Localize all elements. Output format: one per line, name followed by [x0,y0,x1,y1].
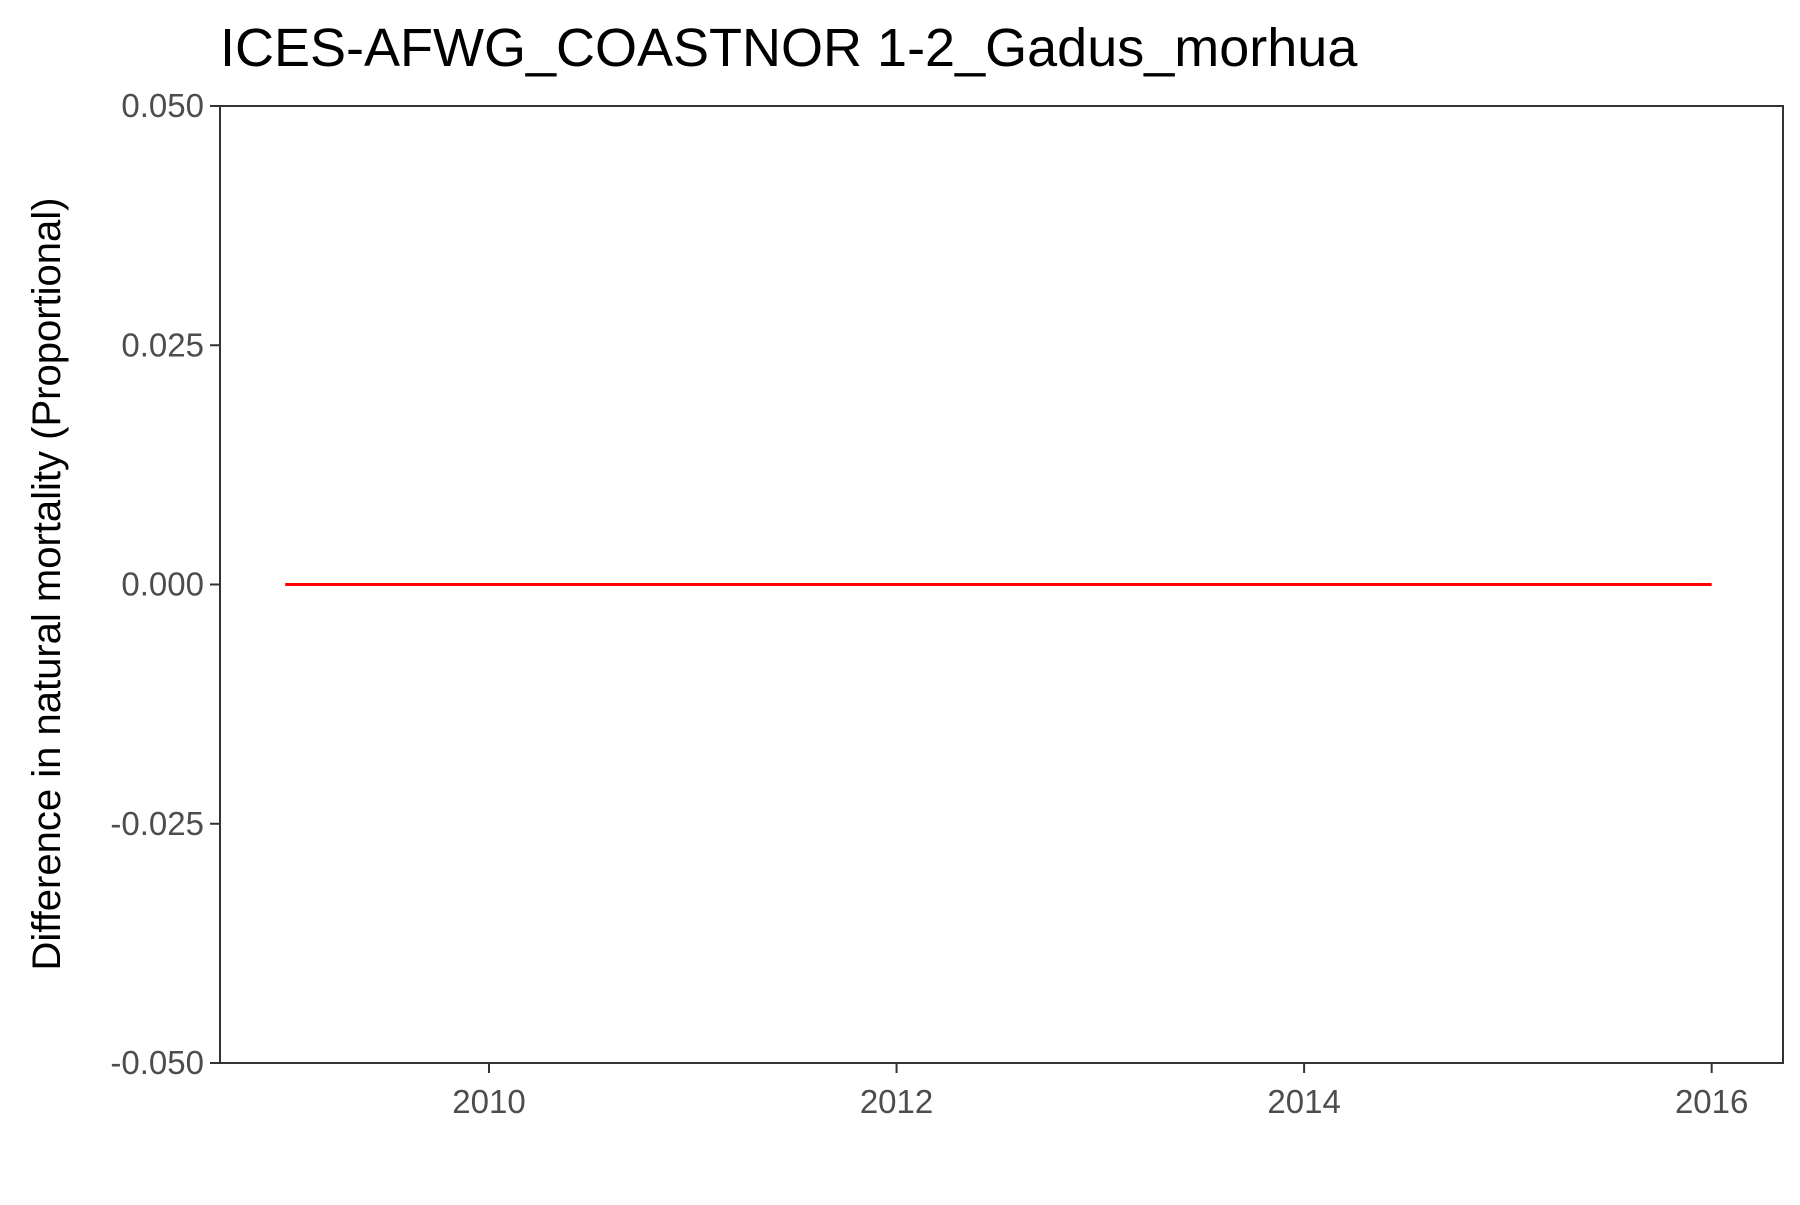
x-tick-label: 2012 [860,1083,933,1120]
y-tick-label: -0.050 [110,1044,204,1081]
y-tick-label: 0.000 [121,566,204,603]
x-axis-ticks: 2010 2012 2014 2016 [452,1063,1748,1120]
chart-title: ICES-AFWG_COASTNOR 1-2_Gadus_morhua [220,18,1358,78]
y-axis-ticks: -0.050 -0.025 0.000 0.025 0.050 [110,87,220,1081]
y-tick-label: 0.050 [121,87,204,124]
y-tick-label: 0.025 [121,326,204,363]
x-tick-label: 2010 [452,1083,525,1120]
x-tick-label: 2016 [1675,1083,1748,1120]
plot-panel-border [219,105,1784,1064]
y-tick-label: -0.025 [110,805,204,842]
y-axis-title: Difference in natural mortality (Proport… [25,198,69,971]
x-tick-label: 2014 [1267,1083,1340,1120]
